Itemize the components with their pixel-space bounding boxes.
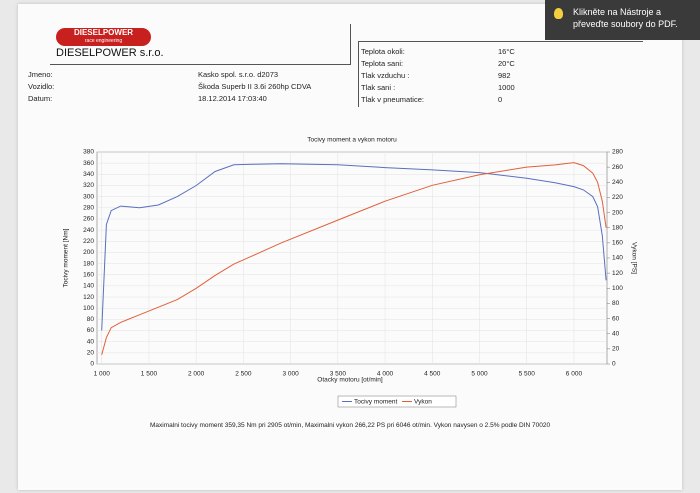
x-tick-label: 6 000 bbox=[566, 371, 583, 378]
y-tick-label: 0 bbox=[90, 361, 94, 368]
company: DIESELPOWER s.r.o. bbox=[56, 47, 164, 59]
y2-axis-label: Vykon [PS] bbox=[630, 242, 637, 274]
legend-box bbox=[337, 395, 457, 408]
condition-value: 16°C bbox=[498, 47, 515, 56]
info-value: Kasko spol. s.r.o. d2073 bbox=[198, 70, 279, 79]
y2-tick-label: 160 bbox=[612, 240, 623, 247]
y-tick-label: 80 bbox=[87, 316, 95, 323]
info-value: Škoda Superb II 3.6i 260hp CDVA bbox=[198, 82, 312, 91]
info-label: Vozidlo: bbox=[28, 82, 55, 91]
logo: DIESELPOWER race engineering bbox=[56, 28, 151, 46]
y-tick-label: 60 bbox=[87, 327, 95, 334]
condition-value: 20°C bbox=[498, 59, 515, 68]
y2-tick-label: 180 bbox=[612, 224, 623, 231]
y-tick-label: 160 bbox=[83, 271, 94, 278]
condition-label: Tlak sani : bbox=[361, 83, 396, 92]
tooltip[interactable]: Klikněte na Nástroje a převeďte soubory … bbox=[545, 0, 700, 40]
y-tick-label: 280 bbox=[83, 205, 94, 212]
y-tick-label: 320 bbox=[83, 182, 94, 189]
y2-tick-label: 280 bbox=[612, 149, 623, 156]
y-tick-label: 40 bbox=[87, 338, 95, 345]
x-tick-label: 1 500 bbox=[141, 371, 158, 378]
y2-tick-label: 260 bbox=[612, 164, 623, 171]
conditions-box bbox=[358, 41, 643, 107]
y2-tick-label: 0 bbox=[612, 361, 616, 368]
y2-tick-label: 100 bbox=[612, 285, 623, 292]
condition-value: 0 bbox=[498, 95, 503, 104]
series-line bbox=[101, 162, 607, 356]
plot-frame bbox=[96, 151, 608, 365]
y-tick-label: 20 bbox=[87, 350, 95, 357]
x-tick-label: 2 000 bbox=[188, 371, 205, 378]
y2-tick-label: 200 bbox=[612, 209, 623, 216]
y-tick-label: 240 bbox=[83, 227, 94, 234]
y2-tick-label: 40 bbox=[612, 330, 620, 337]
y-tick-label: 340 bbox=[83, 171, 94, 178]
x-tick-label: 3 000 bbox=[282, 371, 299, 378]
x-tick-label: 4 000 bbox=[377, 371, 394, 378]
footer: Maximalni tocivy moment 359,35 Nm pri 29… bbox=[150, 422, 551, 429]
y-tick-label: 140 bbox=[83, 283, 94, 290]
condition-label: Teplota sani: bbox=[361, 59, 404, 68]
y-tick-label: 200 bbox=[83, 249, 94, 256]
condition-value: 1000 bbox=[498, 83, 515, 92]
condition-label: Teplota okoli: bbox=[361, 47, 405, 56]
x-tick-label: 5 500 bbox=[519, 371, 536, 378]
y-tick-label: 300 bbox=[83, 193, 94, 200]
y2-tick-label: 220 bbox=[612, 194, 623, 201]
x-tick-label: 4 500 bbox=[424, 371, 441, 378]
y-tick-label: 100 bbox=[83, 305, 94, 312]
y2-tick-label: 80 bbox=[612, 300, 620, 307]
legend-label: Vykon bbox=[414, 399, 432, 406]
header-box bbox=[50, 24, 351, 65]
x-tick-label: 1 000 bbox=[94, 371, 111, 378]
y-tick-label: 380 bbox=[83, 149, 94, 156]
y-tick-label: 360 bbox=[83, 160, 94, 167]
condition-label: Tlak v pneumatice: bbox=[361, 95, 424, 104]
info-value: 18.12.2014 17:03:40 bbox=[198, 94, 267, 103]
legend-label: Tocivy moment bbox=[354, 399, 398, 406]
y-tick-label: 120 bbox=[83, 294, 94, 301]
info-label: Datum: bbox=[28, 94, 53, 103]
condition-value: 982 bbox=[498, 71, 511, 80]
x-axis-label: Otacky motoru [ot/min] bbox=[317, 377, 383, 384]
y-tick-label: 220 bbox=[83, 238, 94, 245]
x-tick-label: 5 000 bbox=[471, 371, 488, 378]
paper: DIESELPOWER race engineering DIESELPOWER… bbox=[18, 4, 682, 490]
x-tick-label: 2 500 bbox=[235, 371, 252, 378]
logo-text: DIESELPOWER bbox=[73, 28, 134, 37]
chart-title: Tocivy moment a vykon motoru bbox=[307, 137, 397, 144]
series-line bbox=[101, 163, 607, 331]
y2-tick-label: 60 bbox=[612, 315, 620, 322]
logo-sub: race engineering bbox=[84, 38, 123, 44]
y2-tick-label: 120 bbox=[612, 270, 623, 277]
condition-label: Tlak vzduchu : bbox=[361, 71, 410, 80]
y-tick-label: 260 bbox=[83, 216, 94, 223]
y2-tick-label: 140 bbox=[612, 255, 623, 262]
y-axis-label: Tocivy moment [Nm] bbox=[63, 228, 70, 287]
info-label: Jmeno: bbox=[28, 70, 53, 79]
x-tick-label: 3 500 bbox=[330, 371, 347, 378]
lightbulb-icon bbox=[554, 8, 563, 19]
tooltip-text: Klikněte na Nástroje a převeďte soubory … bbox=[573, 7, 678, 29]
y2-tick-label: 240 bbox=[612, 179, 623, 186]
y-tick-label: 180 bbox=[83, 260, 94, 267]
y2-tick-label: 20 bbox=[612, 346, 620, 353]
